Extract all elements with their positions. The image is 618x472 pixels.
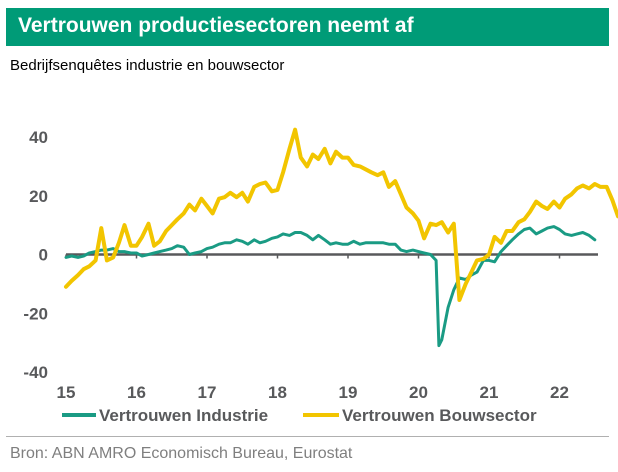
y-tick-label: 0	[39, 246, 48, 265]
series-line-bouwsector	[64, 127, 618, 302]
x-tick-label: 16	[127, 383, 146, 402]
title-bar: Vertrouwen productiesectoren neemt af	[6, 8, 609, 46]
legend-label: Vertrouwen Industrie	[99, 406, 268, 425]
x-axis-ticks: 15 16 17 18 19 20 21 22	[57, 254, 569, 402]
legend: Vertrouwen Industrie Vertrouwen Bouwsecto…	[62, 406, 537, 425]
source-note: Bron: ABN AMRO Economisch Bureau, Eurost…	[10, 445, 353, 462]
series-line-industrie	[64, 225, 597, 348]
x-tick-label: 20	[409, 383, 428, 402]
x-tick-label: 21	[480, 383, 499, 402]
chart-title: Vertrouwen productiesectoren neemt af	[18, 14, 414, 37]
x-tick-label: 19	[339, 383, 358, 402]
y-axis-ticks: 40 20 0 -20 -40	[23, 128, 48, 382]
chart-subtitle: Bedrijfsenquêtes industrie en bouwsector	[10, 57, 285, 74]
x-tick-label: 17	[198, 383, 217, 402]
y-tick-label: -40	[23, 363, 48, 382]
x-tick-label: 15	[57, 383, 76, 402]
y-tick-label: -20	[23, 304, 48, 323]
y-tick-label: 40	[29, 128, 48, 147]
x-tick-label: 18	[268, 383, 287, 402]
series-layer	[64, 127, 618, 348]
line-chart: 40 20 0 -20 -40 15 16 17 18 19 20 21 22 Vertrouwen …	[23, 127, 618, 425]
legend-label: Vertrouwen Bouwsector	[342, 406, 537, 425]
x-tick-label: 22	[550, 383, 569, 402]
source-divider	[6, 436, 609, 437]
y-tick-label: 20	[29, 187, 48, 206]
